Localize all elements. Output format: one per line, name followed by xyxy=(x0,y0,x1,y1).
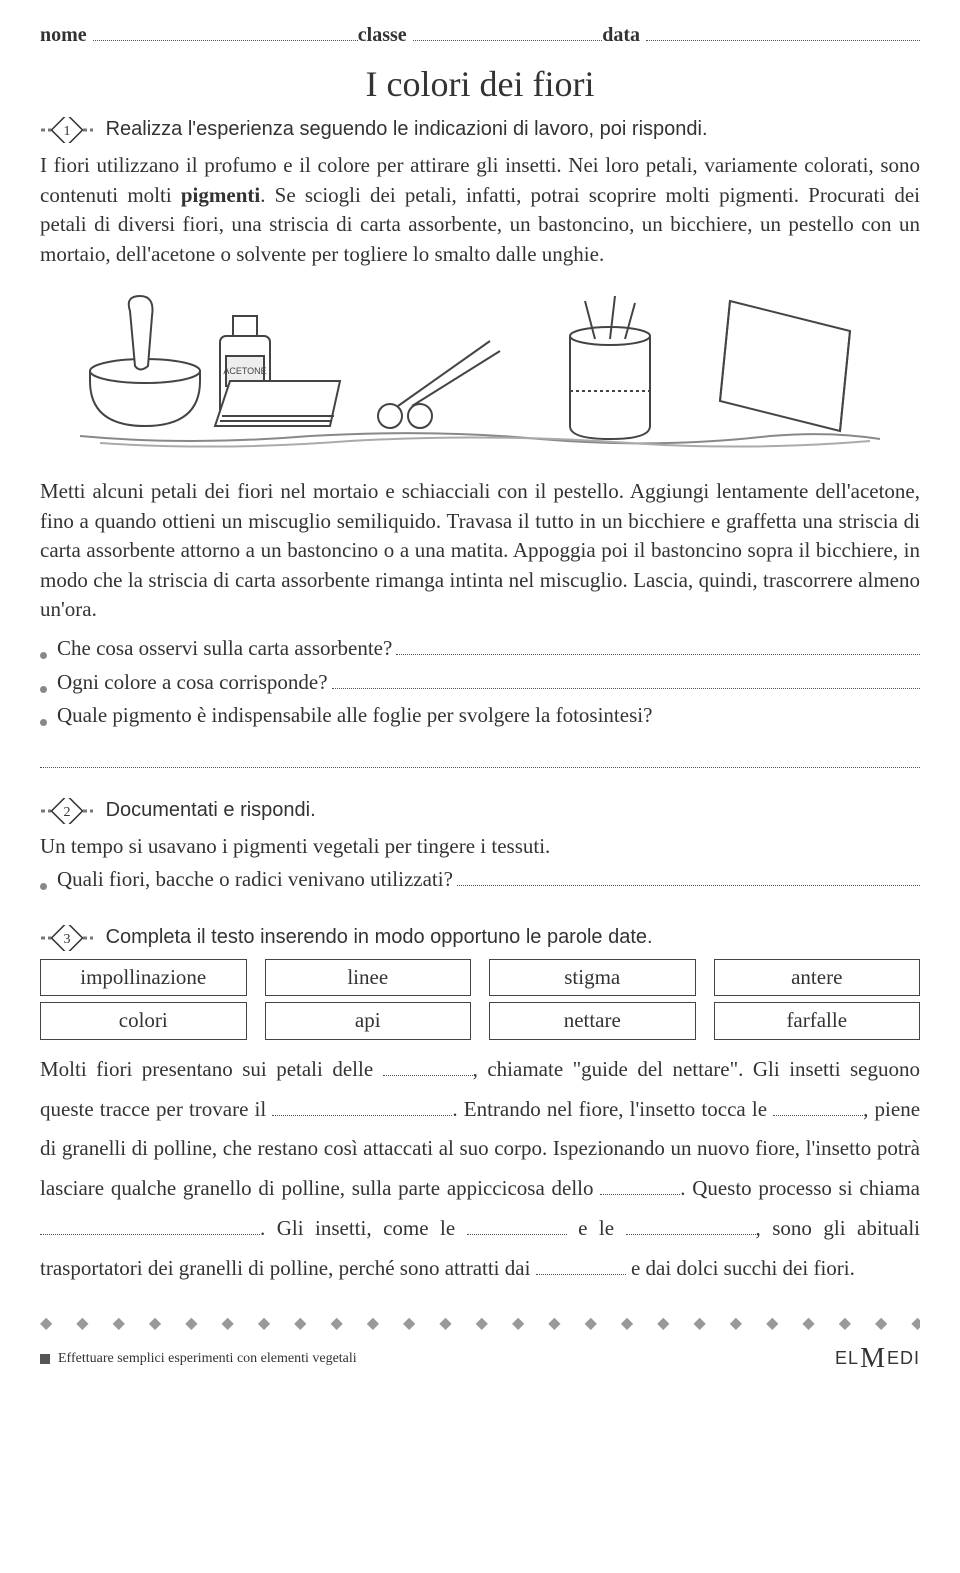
task1-p1-bold: pigmenti xyxy=(181,183,260,207)
cloze-s3e: e le xyxy=(567,1216,626,1240)
header-nome[interactable]: nome xyxy=(40,20,358,49)
cloze-blank-4[interactable] xyxy=(600,1176,680,1195)
task1-q2-blank[interactable] xyxy=(332,668,920,689)
task1-q1: Che cosa osservi sulla carta assorbente? xyxy=(57,634,392,663)
cloze-s3a: Entrando nel fiore, l'insetto tocca le xyxy=(464,1097,773,1121)
task1-q3-row: Quale pigmento è indispensabile alle fog… xyxy=(40,701,920,730)
word-box: nettare xyxy=(489,1002,696,1039)
cloze-s2b: . xyxy=(452,1097,457,1121)
word-box: farfalle xyxy=(714,1002,921,1039)
word-box: stigma xyxy=(489,959,696,996)
word-box: impollinazione xyxy=(40,959,247,996)
footer-objective-row: Effettuare semplici esperimenti con elem… xyxy=(40,1349,357,1369)
footer-objective: Effettuare semplici esperimenti con elem… xyxy=(58,1349,357,1369)
cloze-s3g: e dai dolci succhi dei fiori. xyxy=(626,1256,855,1280)
task1-instruction-row: 1 Realizza l'esperienza seguendo le indi… xyxy=(40,115,920,143)
word-box: linee xyxy=(265,959,472,996)
classe-line[interactable] xyxy=(413,20,603,41)
cloze-s3d: . Gli insetti, come le xyxy=(260,1216,467,1240)
task1-q1-blank[interactable] xyxy=(396,634,920,655)
bullet-icon xyxy=(40,652,47,659)
cloze-blank-5[interactable] xyxy=(40,1216,260,1235)
task1-paragraph1: I fiori utilizzano il profumo e il color… xyxy=(40,151,920,269)
data-label: data xyxy=(602,21,640,49)
cloze-s1a: Molti fiori presentano sui petali delle xyxy=(40,1057,383,1081)
task2-q1: Quali fiori, bacche o radici venivano ut… xyxy=(57,865,453,894)
word-box: antere xyxy=(714,959,921,996)
task2-instruction: Documentati e rispondi. xyxy=(106,799,316,821)
cloze-text: Molti fiori presentano sui petali delle … xyxy=(40,1050,920,1289)
task2-paragraph1: Un tempo si usavano i pigmenti vegetali … xyxy=(40,832,920,861)
footer-square-icon xyxy=(40,1354,50,1364)
cloze-blank-7[interactable] xyxy=(626,1216,756,1235)
svg-text:2: 2 xyxy=(64,805,71,820)
task3-instruction-row: 3 Completa il testo inserendo in modo op… xyxy=(40,923,920,951)
task2-instruction-row: 2 Documentati e rispondi. xyxy=(40,796,920,824)
task1-q2-row: Ogni colore a cosa corrisponde? xyxy=(40,668,920,697)
data-line[interactable] xyxy=(646,20,920,41)
classe-label: classe xyxy=(358,21,407,49)
cloze-s1b: , chiamate "guide del nettare". xyxy=(473,1057,744,1081)
cloze-blank-3[interactable] xyxy=(773,1097,863,1116)
task3-marker-icon: 3 xyxy=(40,925,94,951)
bullet-icon xyxy=(40,883,47,890)
svg-text:1: 1 xyxy=(64,124,71,139)
cloze-blank-1[interactable] xyxy=(383,1057,473,1076)
task3-instruction: Completa il testo inserendo in modo oppo… xyxy=(106,926,653,948)
bullet-icon xyxy=(40,686,47,693)
task-2: 2 Documentati e rispondi. Un tempo si us… xyxy=(40,796,920,895)
cloze-blank-8[interactable] xyxy=(536,1256,626,1275)
logo-right: EDI xyxy=(887,1346,920,1371)
page-title: I colori dei fiori xyxy=(40,59,920,109)
task2-q1-row: Quali fiori, bacche o radici venivano ut… xyxy=(40,865,920,894)
task2-marker-icon: 2 xyxy=(40,798,94,824)
word-box: api xyxy=(265,1002,472,1039)
bullet-icon xyxy=(40,719,47,726)
task1-q3-blank[interactable] xyxy=(40,734,920,768)
footer: Effettuare semplici esperimenti con elem… xyxy=(40,1339,920,1378)
svg-text:ACETONE: ACETONE xyxy=(223,366,266,376)
worksheet-header: nome classe data xyxy=(40,20,920,49)
task1-marker-icon: 1 xyxy=(40,117,94,143)
task-3: 3 Completa il testo inserendo in modo op… xyxy=(40,923,920,1289)
elmedi-logo: ELMEDI xyxy=(835,1339,920,1378)
header-classe[interactable]: classe xyxy=(358,20,602,49)
logo-m-icon: M xyxy=(860,1339,886,1378)
logo-left: EL xyxy=(835,1346,859,1371)
task1-q1-row: Che cosa osservi sulla carta assorbente? xyxy=(40,634,920,663)
nome-line[interactable] xyxy=(93,20,358,41)
svg-text:3: 3 xyxy=(64,932,71,947)
cloze-blank-6[interactable] xyxy=(467,1216,567,1235)
word-bank: impollinazione linee stigma antere color… xyxy=(40,959,920,1040)
task-1: 1 Realizza l'esperienza seguendo le indi… xyxy=(40,115,920,768)
cloze-s3c: . Questo processo si chiama xyxy=(680,1176,920,1200)
task1-q2: Ogni colore a cosa corrisponde? xyxy=(57,668,328,697)
nome-label: nome xyxy=(40,21,87,49)
task1-q3: Quale pigmento è indispensabile alle fog… xyxy=(57,703,652,727)
materials-illustration: ACETONE xyxy=(40,281,920,459)
word-box: colori xyxy=(40,1002,247,1039)
cloze-blank-2[interactable] xyxy=(272,1097,452,1116)
task1-paragraph2: Metti alcuni petali dei fiori nel mortai… xyxy=(40,477,920,624)
header-data[interactable]: data xyxy=(602,20,920,49)
task2-q1-blank[interactable] xyxy=(457,865,920,886)
footer-divider: ◆ ◆ ◆ ◆ ◆ ◆ ◆ ◆ ◆ ◆ ◆ ◆ ◆ ◆ ◆ ◆ ◆ ◆ ◆ ◆ … xyxy=(40,1313,920,1335)
task1-instruction: Realizza l'esperienza seguendo le indica… xyxy=(106,118,708,140)
